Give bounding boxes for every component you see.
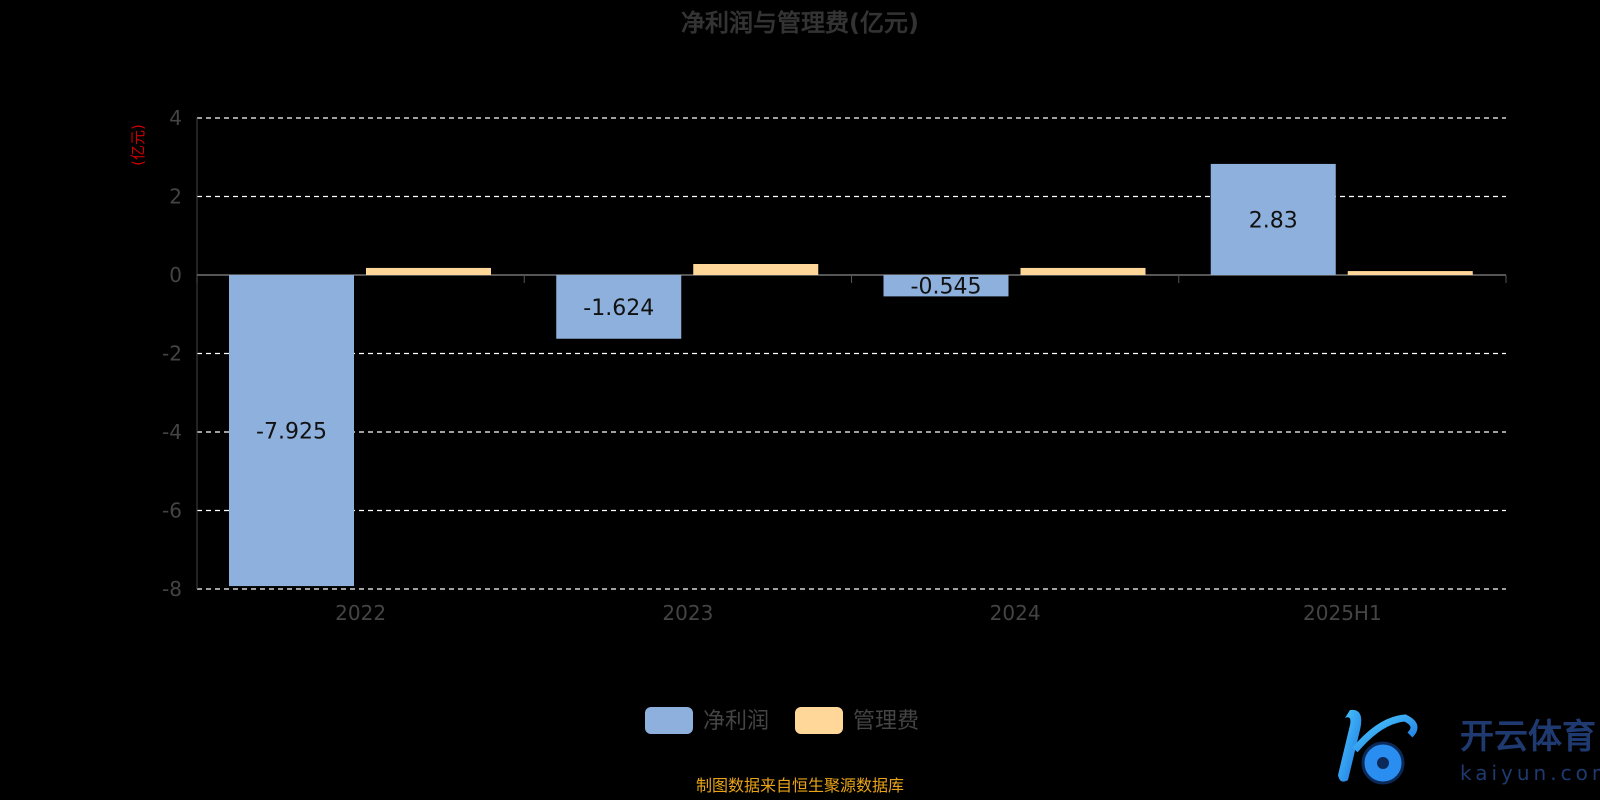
bar-net-profit [883, 275, 1009, 297]
y-tick-label: -8 [162, 577, 182, 601]
watermark-logo: 开云体育 kaiyun.com [1338, 709, 1600, 785]
data-label: 2.83 [1249, 208, 1298, 233]
legend-swatch [795, 707, 843, 734]
bar-admin-expense [1020, 267, 1146, 275]
legend-label: 管理费 [853, 709, 919, 734]
y-tick-label: -2 [162, 342, 182, 366]
y-tick-label: 0 [169, 263, 182, 287]
x-tick-label: 2024 [990, 601, 1041, 625]
bar-admin-expense [693, 264, 819, 275]
bar-net-profit [1210, 163, 1336, 275]
legend-label: 净利润 [703, 709, 769, 734]
svg-text:kaiyun.com: kaiyun.com [1460, 761, 1600, 785]
bar-net-profit [229, 275, 354, 587]
data-label: -0.545 [911, 275, 982, 300]
source-note: 制图数据来自恒生聚源数据库 [696, 776, 904, 795]
y-tick-label: -6 [162, 499, 182, 523]
x-tick-label: 2025H1 [1303, 601, 1382, 625]
bar-net-profit [556, 275, 682, 339]
y-tick-label: 2 [169, 185, 182, 209]
x-tick-label: 2022 [335, 601, 386, 625]
legend-swatch [645, 707, 693, 734]
data-label: -7.925 [256, 420, 327, 445]
chart-title: 净利润与管理费(亿元) [681, 9, 919, 37]
y-axis-label: (亿元) [129, 124, 147, 166]
data-label: -1.624 [583, 296, 654, 321]
y-tick-label: -4 [162, 420, 182, 444]
svg-text:开云体育: 开云体育 [1460, 717, 1596, 757]
bar-admin-expense [1347, 271, 1473, 275]
y-tick-label: 4 [169, 106, 182, 130]
bar-admin-expense [366, 267, 491, 275]
x-tick-label: 2023 [662, 601, 713, 625]
